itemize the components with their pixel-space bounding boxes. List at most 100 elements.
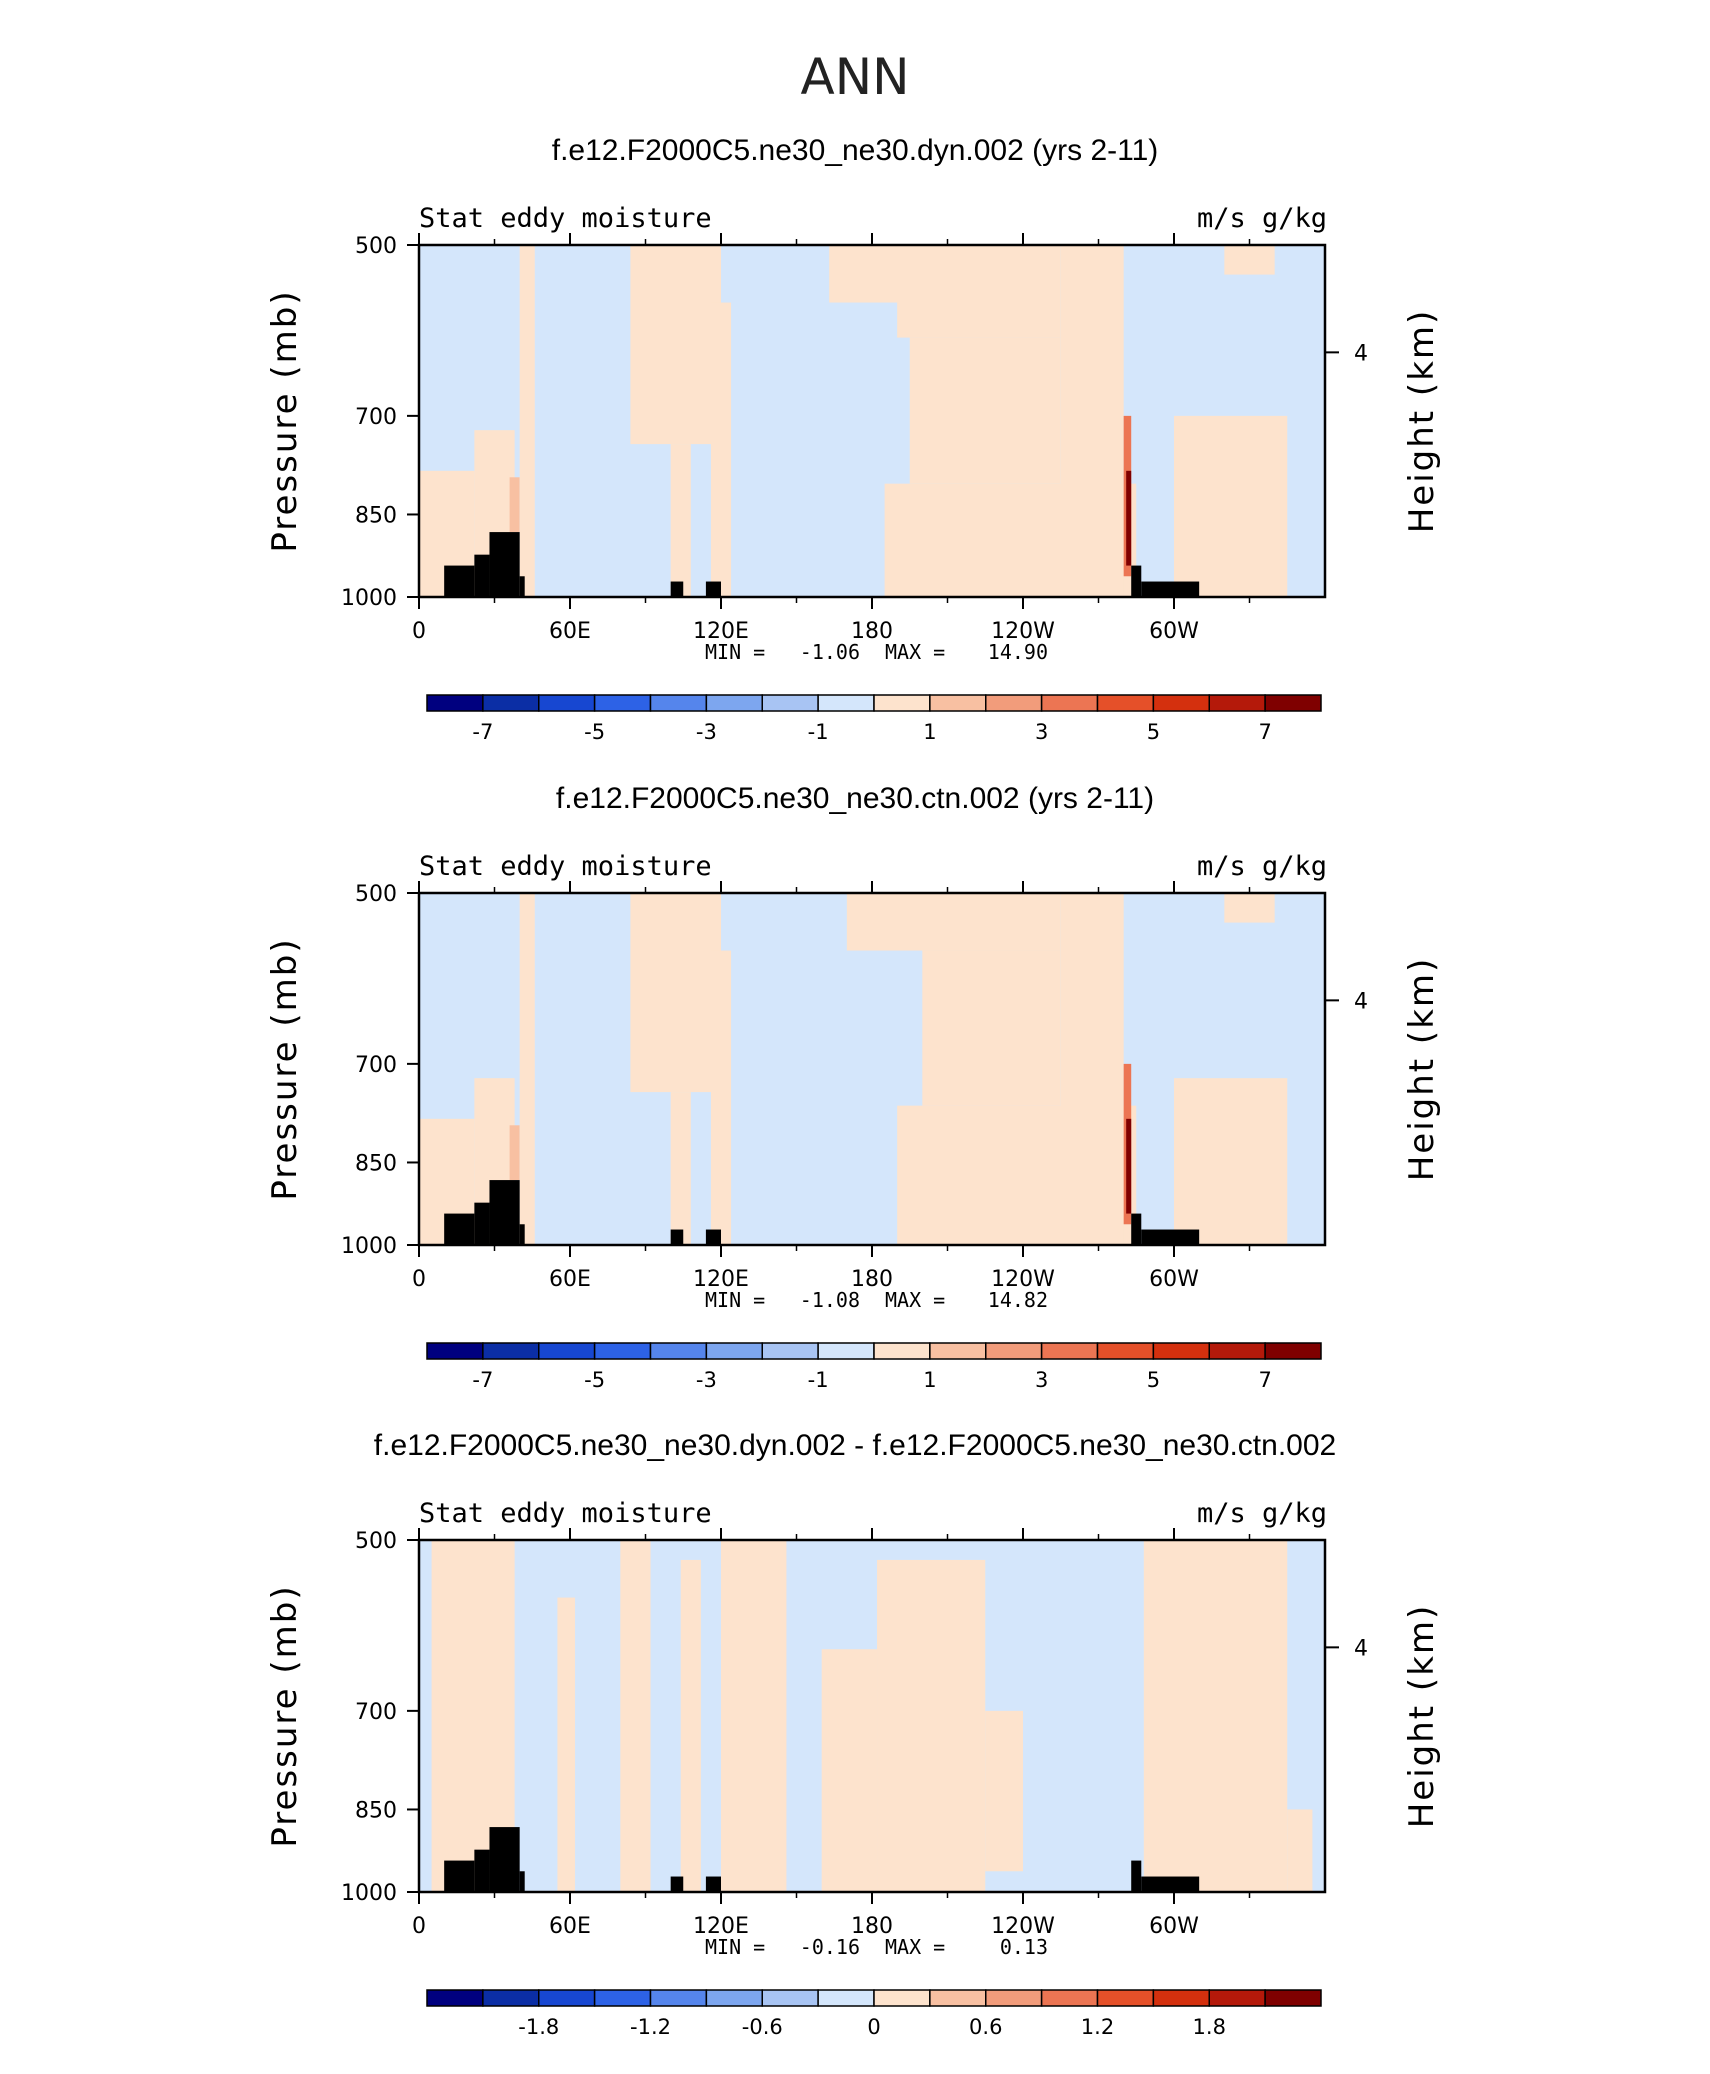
max-value: 14.82 <box>988 1288 1048 1312</box>
colorbar-box <box>482 694 540 712</box>
land-mask <box>1131 565 1142 597</box>
land-mask <box>1131 1213 1142 1245</box>
colorbar-label: -1.8 <box>518 2015 559 2039</box>
colorbar-box <box>426 1989 484 2007</box>
x-tick-label: 180 <box>851 1267 893 1292</box>
panel-left-label: Stat eddy moisture <box>419 1498 712 1529</box>
x-tick-label: 60E <box>549 1914 591 1939</box>
colorbar-box <box>1208 1342 1266 1360</box>
y2-tick-label: 4 <box>1354 341 1368 366</box>
land-mask <box>444 565 475 597</box>
colorbar-box <box>873 694 931 712</box>
x-tick-label: 120W <box>991 1914 1055 1939</box>
colorbar-label: 5 <box>1147 1368 1160 1392</box>
colorbar-label: 1.2 <box>1081 2015 1114 2039</box>
contour-region <box>630 245 721 445</box>
colorbar-box <box>761 1989 819 2007</box>
chart-panel: f.e12.F2000C5.ne30_ne30.dyn.002 (yrs 2-1… <box>265 134 1442 744</box>
panel-units-label: m/s g/kg <box>1197 203 1327 234</box>
x-tick-label: 120E <box>693 619 749 644</box>
contour-region <box>1174 1078 1288 1245</box>
contour-region <box>985 1710 1023 1872</box>
colorbar-box <box>1096 1989 1155 2007</box>
colorbar-box <box>538 694 596 712</box>
x-tick-label: 120E <box>693 1914 749 1939</box>
colorbar-box <box>1208 1989 1266 2007</box>
contour-region <box>877 1559 986 1892</box>
contour-region <box>670 444 691 597</box>
contour-field <box>419 1540 1325 1892</box>
y-tick-label: 700 <box>355 1053 397 1078</box>
colorbar-label: -0.6 <box>742 2015 783 2039</box>
land-mask <box>705 1876 721 1892</box>
colorbar-label: -3 <box>696 720 717 744</box>
x-tick-label: 0 <box>412 619 426 644</box>
contour-region <box>557 1597 576 1892</box>
colorbar-box <box>1040 1342 1099 1360</box>
panels: f.e12.F2000C5.ne30_ne30.dyn.002 (yrs 2-1… <box>265 134 1442 2039</box>
x-tick-label: 120W <box>991 619 1055 644</box>
contour-region <box>710 950 732 1245</box>
colorbar-box <box>705 694 763 712</box>
colorbar-box <box>482 1342 540 1360</box>
y2-tick-label: 4 <box>1354 989 1368 1014</box>
panel-left-label: Stat eddy moisture <box>419 203 712 234</box>
x-tick-label: 60E <box>549 1267 591 1292</box>
y-tick-label: 1000 <box>341 586 397 611</box>
land-mask <box>474 554 490 597</box>
contour-region <box>897 245 1061 338</box>
land-mask <box>444 1860 475 1892</box>
contour-region <box>1174 415 1288 597</box>
colorbar-label: 7 <box>1258 1368 1271 1392</box>
colorbar-label: -5 <box>584 720 605 744</box>
x-tick-label: 120W <box>991 1267 1055 1292</box>
colorbar-box <box>649 1342 708 1360</box>
min-value: -1.06 <box>800 640 860 664</box>
colorbar-box <box>649 694 708 712</box>
colorbar-label: -1 <box>808 1368 829 1392</box>
y-tick-label: 500 <box>355 882 397 907</box>
contour-region <box>1060 893 1124 1245</box>
colorbar-label: -5 <box>584 1368 605 1392</box>
colorbar-box <box>761 1342 819 1360</box>
land-mask <box>444 1213 475 1245</box>
x-tick-label: 60W <box>1149 1914 1199 1939</box>
y-tick-label: 1000 <box>341 1881 397 1906</box>
colorbar-label: -7 <box>472 720 493 744</box>
colorbar-box <box>705 1342 763 1360</box>
panel-title: f.e12.F2000C5.ne30_ne30.dyn.002 (yrs 2-1… <box>552 134 1159 167</box>
land-mask <box>1131 1860 1142 1892</box>
max-label: MAX = <box>885 1288 945 1312</box>
land-mask <box>474 1202 490 1245</box>
colorbar-label: -7 <box>472 1368 493 1392</box>
colorbar-box <box>985 1989 1043 2007</box>
land-mask <box>1141 581 1200 597</box>
contour-region <box>1126 470 1132 566</box>
colorbar-label: 5 <box>1147 720 1160 744</box>
land-mask <box>474 1849 490 1892</box>
colorbar-box <box>426 694 484 712</box>
land-mask <box>1141 1229 1200 1245</box>
y-tick-label: 500 <box>355 234 397 259</box>
contour-region <box>670 1092 691 1245</box>
y2-tick-label: 4 <box>1354 1636 1368 1661</box>
colorbar-label: -1.2 <box>630 2015 671 2039</box>
contour-region <box>680 1559 701 1892</box>
min-value: -0.16 <box>800 1935 860 1959</box>
colorbar-box <box>1152 1342 1210 1360</box>
max-value: 14.90 <box>988 640 1048 664</box>
panel-left-label: Stat eddy moisture <box>419 851 712 882</box>
max-value: 0.13 <box>1000 1935 1048 1959</box>
land-mask <box>670 1876 684 1892</box>
colorbar-box <box>1152 694 1210 712</box>
min-label: MIN = <box>705 1935 765 1959</box>
colorbar-box <box>929 1989 987 2007</box>
colorbar-box <box>705 1989 763 2007</box>
y-tick-label: 850 <box>355 503 397 528</box>
contour-region <box>630 893 721 1093</box>
land-mask <box>705 1229 721 1245</box>
y-axis-title: Pressure (mb) <box>265 937 305 1200</box>
colorbar-box <box>1208 694 1266 712</box>
colorbar-box <box>593 1989 652 2007</box>
x-tick-label: 180 <box>851 1914 893 1939</box>
